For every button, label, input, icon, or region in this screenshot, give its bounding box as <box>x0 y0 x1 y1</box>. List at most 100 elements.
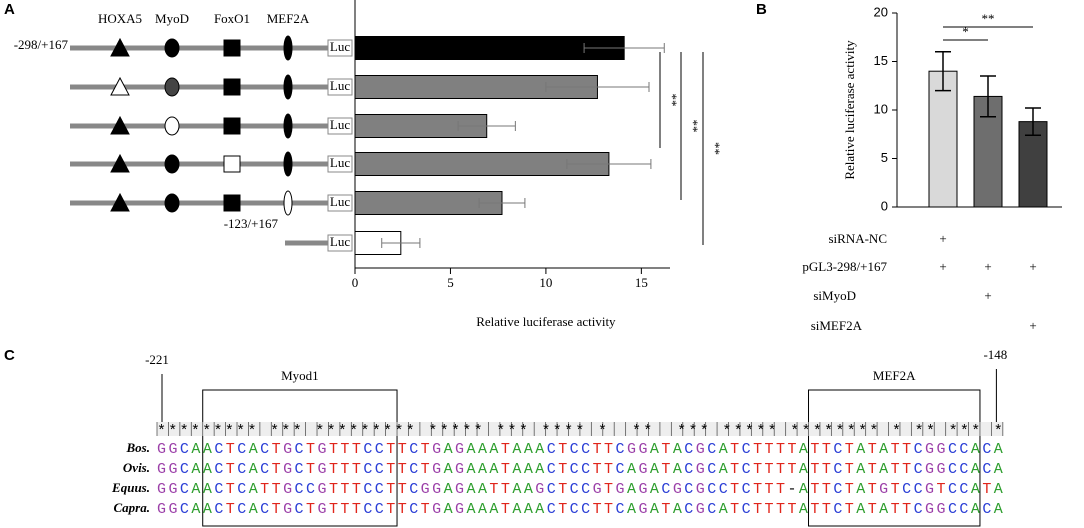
base: A <box>856 441 865 458</box>
base: T <box>489 481 498 498</box>
base: G <box>638 501 647 518</box>
base: T <box>558 481 567 498</box>
base: T <box>868 461 877 478</box>
base: G <box>936 441 945 458</box>
base: C <box>719 481 728 498</box>
error-bar <box>1025 107 1041 136</box>
base: A <box>191 501 200 518</box>
base: G <box>696 501 705 518</box>
base: G <box>696 461 705 478</box>
base: C <box>214 501 223 518</box>
base: C <box>363 441 372 458</box>
base: C <box>914 481 923 498</box>
base: T <box>352 501 361 518</box>
motif-box <box>202 389 398 527</box>
base: C <box>616 441 625 458</box>
base: C <box>742 501 751 518</box>
luc-label: Luc <box>330 117 350 132</box>
error-bar <box>980 75 996 118</box>
base: A <box>249 441 258 458</box>
base: T <box>765 441 774 458</box>
base: C <box>616 501 625 518</box>
base: C <box>375 461 384 478</box>
base: C <box>547 461 556 478</box>
base: A <box>444 481 453 498</box>
y-tick-label: 10 <box>874 101 888 116</box>
significance: ** <box>708 142 723 155</box>
significance: ** <box>982 11 995 26</box>
base: C <box>707 461 716 478</box>
luc-box <box>327 155 353 173</box>
base: C <box>409 461 418 478</box>
error-bar <box>935 51 951 92</box>
base: G <box>283 441 292 458</box>
base: A <box>719 441 728 458</box>
base: T <box>604 461 613 478</box>
base: T <box>226 461 235 478</box>
error-bar <box>566 159 652 169</box>
base: C <box>959 501 968 518</box>
base: T <box>822 481 831 498</box>
base: G <box>168 481 177 498</box>
base: T <box>604 441 613 458</box>
base: G <box>696 441 705 458</box>
x-tick-label: 5 <box>447 275 454 290</box>
luc-box <box>327 117 353 135</box>
base: A <box>971 481 980 498</box>
base: T <box>902 441 911 458</box>
species-name: Equus. <box>111 480 150 495</box>
base: A <box>512 441 521 458</box>
condition-mark: + <box>984 259 991 274</box>
base: C <box>570 461 579 478</box>
base: C <box>260 441 269 458</box>
base: A <box>719 501 728 518</box>
base: A <box>971 461 980 478</box>
base: T <box>822 501 831 518</box>
base: G <box>455 441 464 458</box>
base: T <box>765 461 774 478</box>
base: T <box>398 441 407 458</box>
base: G <box>317 481 326 498</box>
base: C <box>180 461 189 478</box>
construct-label: -298/+167 <box>14 37 69 52</box>
base: A <box>524 501 533 518</box>
base: T <box>604 481 613 498</box>
base: C <box>948 481 957 498</box>
base: A <box>444 441 453 458</box>
base: A <box>856 501 865 518</box>
luc-label: Luc <box>330 39 350 54</box>
base: T <box>352 441 361 458</box>
base: C <box>260 501 269 518</box>
hoxa5-site <box>110 76 130 96</box>
base: T <box>936 481 945 498</box>
base: T <box>329 501 338 518</box>
base: C <box>409 441 418 458</box>
base: A <box>719 461 728 478</box>
x-axis-label: Relative luciferase activity <box>476 314 616 329</box>
significance: ** <box>665 94 680 107</box>
base: A <box>627 501 636 518</box>
base: G <box>638 481 647 498</box>
condition-label: siMyoD <box>813 288 856 303</box>
y-tick-label: 0 <box>881 198 888 213</box>
base: G <box>157 501 166 518</box>
base: G <box>673 481 682 498</box>
base: A <box>467 501 476 518</box>
myod-site <box>164 38 180 58</box>
base: C <box>409 501 418 518</box>
base: T <box>340 481 349 498</box>
base: A <box>203 481 212 498</box>
base: T <box>501 461 510 478</box>
base: - <box>787 481 796 498</box>
base: A <box>512 501 521 518</box>
base: C <box>581 501 590 518</box>
base: T <box>765 501 774 518</box>
base: A <box>478 461 487 478</box>
base: C <box>295 501 304 518</box>
base: G <box>879 481 888 498</box>
base: C <box>661 481 670 498</box>
base: A <box>444 501 453 518</box>
base: C <box>363 501 372 518</box>
base: C <box>295 441 304 458</box>
condition-mark: + <box>939 259 946 274</box>
